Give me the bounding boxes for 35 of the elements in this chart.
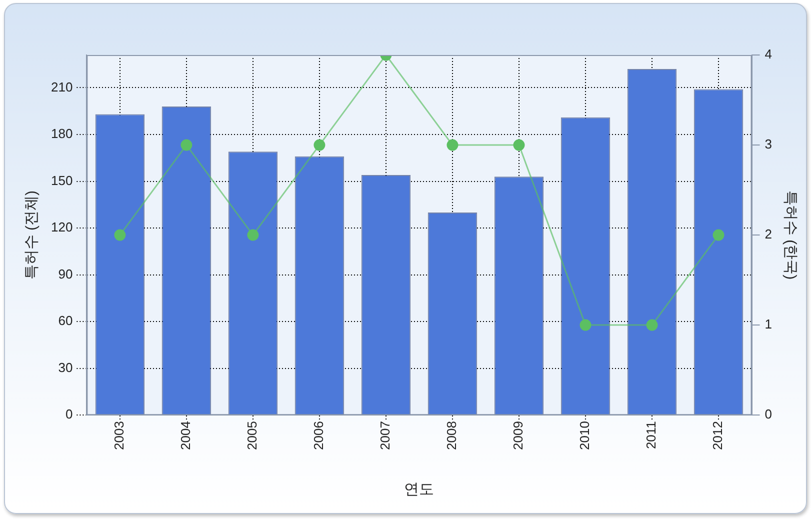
- y-tick-label: 120: [50, 220, 73, 235]
- x-tick-label: 2003: [112, 421, 127, 450]
- y-axis-title: 특허수 (전체): [23, 190, 40, 280]
- x-tick-label: 2011: [644, 421, 659, 450]
- y2-tick-label: 4: [764, 46, 772, 62]
- point: [114, 229, 126, 241]
- point: [446, 139, 458, 151]
- y2-tick-label: 3: [764, 136, 772, 152]
- point: [180, 139, 192, 151]
- x-tick-label: 2008: [444, 421, 460, 450]
- y-tick-label: 30: [58, 360, 73, 375]
- y-tick-label: 90: [58, 266, 73, 282]
- point: [513, 139, 525, 151]
- y2-tick-label: 2: [764, 226, 772, 242]
- point: [314, 139, 326, 151]
- y2-axis-title: 특허수 (한국): [782, 190, 799, 280]
- point: [712, 229, 724, 241]
- x-axis-title: 연도: [404, 481, 434, 498]
- point: [646, 319, 658, 331]
- x-tick-label: 2005: [244, 421, 260, 450]
- x-tick-label: 2012: [710, 421, 726, 450]
- y-tick-label: 210: [50, 79, 73, 94]
- x-tick-label: 2010: [577, 421, 592, 450]
- y-tick-label: 180: [50, 126, 73, 142]
- x-tick-label: 2006: [311, 421, 326, 450]
- y-tick-label: 150: [50, 172, 73, 188]
- x-tick-label: 2004: [178, 421, 194, 450]
- y2-tick-label: 0: [764, 406, 772, 422]
- x-tick-label: 2007: [378, 421, 393, 450]
- x-tick-label: 2009: [510, 421, 526, 450]
- y-tick-label: 0: [65, 406, 73, 422]
- point: [580, 319, 592, 331]
- point: [247, 229, 259, 241]
- y2-tick-label: 1: [764, 316, 772, 332]
- y-tick-label: 60: [58, 313, 73, 328]
